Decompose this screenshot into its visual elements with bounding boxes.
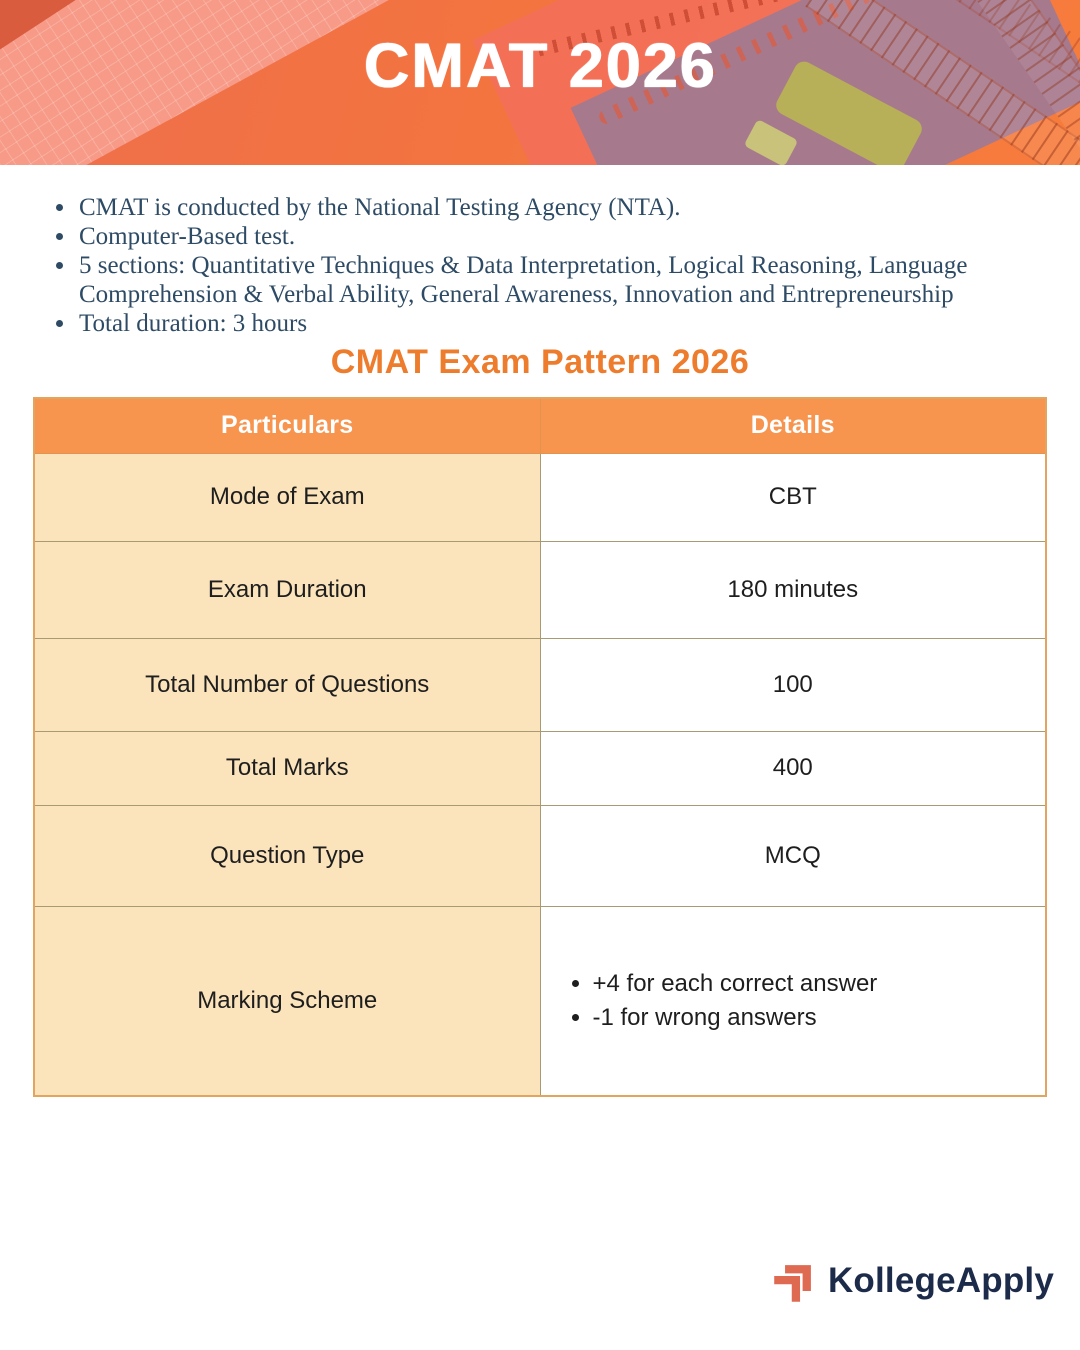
section-heading: CMAT Exam Pattern 2026	[330, 343, 750, 381]
exam-pattern-table: Particulars Details Mode of Exam CBT Exa…	[33, 397, 1047, 1097]
intro-bullet: Total duration: 3 hours	[77, 309, 1020, 338]
detail-cell: MCQ	[539, 804, 1047, 907]
table-header-row: Particulars Details	[33, 397, 1047, 454]
intro-bullet: Computer-Based test.	[77, 222, 1020, 251]
detail-cell: 400	[539, 730, 1047, 806]
detail-cell: 180 minutes	[539, 540, 1047, 639]
column-header-details: Details	[539, 397, 1047, 454]
particular-cell: Total Marks	[33, 730, 541, 806]
table-row: Mode of Exam CBT	[33, 452, 1047, 542]
table-row: Question Type MCQ	[33, 804, 1047, 907]
table-row: Exam Duration 180 minutes	[33, 540, 1047, 639]
highlighter-tip-decoration	[743, 118, 799, 165]
banner-title: CMAT 2026	[363, 31, 717, 101]
table-row: Total Marks 400	[33, 730, 1047, 806]
table-row: Total Number of Questions 100	[33, 637, 1047, 732]
brand-logo: KollegeApply	[772, 1258, 1054, 1304]
banner: CMAT 2026	[0, 0, 1080, 165]
particular-cell: Total Number of Questions	[33, 637, 541, 732]
column-header-particulars: Particulars	[33, 397, 541, 454]
marking-scheme-item: -1 for wrong answers	[593, 1001, 1046, 1035]
marking-scheme-item: +4 for each correct answer	[593, 967, 1046, 1001]
detail-cell: +4 for each correct answer -1 for wrong …	[539, 905, 1047, 1097]
particular-cell: Question Type	[33, 804, 541, 907]
double-chevron-icon	[774, 1265, 811, 1302]
detail-cell: 100	[539, 637, 1047, 732]
particular-cell: Mode of Exam	[33, 452, 541, 542]
particular-cell: Exam Duration	[33, 540, 541, 639]
intro-bullet: CMAT is conducted by the National Testin…	[77, 193, 1020, 222]
brand-name: KollegeApply	[827, 1261, 1054, 1300]
detail-cell: CBT	[539, 452, 1047, 542]
intro-list: CMAT is conducted by the National Testin…	[57, 193, 1020, 338]
intro-bullet: 5 sections: Quantitative Techniques & Da…	[77, 251, 1020, 309]
table-row: Marking Scheme +4 for each correct answe…	[33, 905, 1047, 1097]
marking-scheme-list: +4 for each correct answer -1 for wrong …	[541, 967, 1046, 1035]
particular-cell: Marking Scheme	[33, 905, 541, 1097]
